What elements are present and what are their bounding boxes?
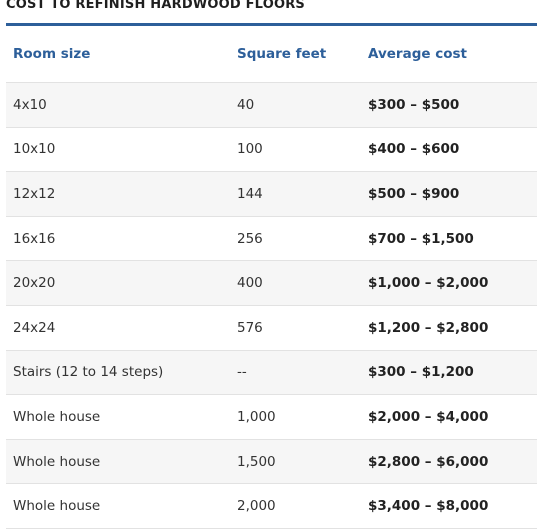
- cell-average-cost: $2,800 – $6,000: [361, 439, 537, 485]
- cell-square-feet: 100: [230, 127, 361, 173]
- cell-average-cost: $2,000 – $4,000: [361, 394, 537, 440]
- cell-room-size: 10x10: [6, 127, 230, 173]
- column-header-square-feet: Square feet: [230, 26, 361, 83]
- cell-square-feet: 1,500: [230, 439, 361, 485]
- page-title: COST TO REFINISH HARDWOOD FLOORS: [6, 0, 305, 12]
- cell-room-size: 16x16: [6, 216, 230, 262]
- cell-average-cost: $3,400 – $8,000: [361, 483, 537, 529]
- cell-square-feet: --: [230, 350, 361, 396]
- column-header-average-cost: Average cost: [361, 26, 537, 83]
- cell-room-size: 12x12: [6, 171, 230, 217]
- cell-average-cost: $1,000 – $2,000: [361, 260, 537, 306]
- column-header-room-size: Room size: [6, 26, 230, 83]
- cell-average-cost: $1,200 – $2,800: [361, 305, 537, 351]
- table-row: 12x12 144 $500 – $900: [6, 171, 537, 217]
- cell-square-feet: 256: [230, 216, 361, 262]
- cell-average-cost: $700 – $1,500: [361, 216, 537, 262]
- table-row: 4x10 40 $300 – $500: [6, 82, 537, 128]
- table-row: Stairs (12 to 14 steps) -- $300 – $1,200: [6, 350, 537, 396]
- cost-table-container: Room size Square feet Average cost 4x10 …: [6, 23, 537, 529]
- table-row: Whole house 1,500 $2,800 – $6,000: [6, 439, 537, 485]
- cell-room-size: Whole house: [6, 394, 230, 440]
- cost-table: Room size Square feet Average cost 4x10 …: [6, 26, 537, 529]
- table-row: 16x16 256 $700 – $1,500: [6, 216, 537, 262]
- cell-room-size: 4x10: [6, 82, 230, 128]
- cell-room-size: 20x20: [6, 260, 230, 306]
- cell-room-size: Whole house: [6, 439, 230, 485]
- cell-room-size: 24x24: [6, 305, 230, 351]
- table-row: 20x20 400 $1,000 – $2,000: [6, 260, 537, 306]
- cell-room-size: Whole house: [6, 483, 230, 529]
- cell-average-cost: $500 – $900: [361, 171, 537, 217]
- cell-square-feet: 576: [230, 305, 361, 351]
- cell-room-size: Stairs (12 to 14 steps): [6, 350, 230, 396]
- cell-average-cost: $300 – $1,200: [361, 350, 537, 396]
- cell-square-feet: 400: [230, 260, 361, 306]
- table-row: 24x24 576 $1,200 – $2,800: [6, 305, 537, 351]
- cell-average-cost: $300 – $500: [361, 82, 537, 128]
- cell-square-feet: 1,000: [230, 394, 361, 440]
- table-header-row: Room size Square feet Average cost: [6, 26, 537, 83]
- table-row: 10x10 100 $400 – $600: [6, 127, 537, 173]
- cell-average-cost: $400 – $600: [361, 127, 537, 173]
- cell-square-feet: 144: [230, 171, 361, 217]
- table-row: Whole house 1,000 $2,000 – $4,000: [6, 394, 537, 440]
- cell-square-feet: 40: [230, 82, 361, 128]
